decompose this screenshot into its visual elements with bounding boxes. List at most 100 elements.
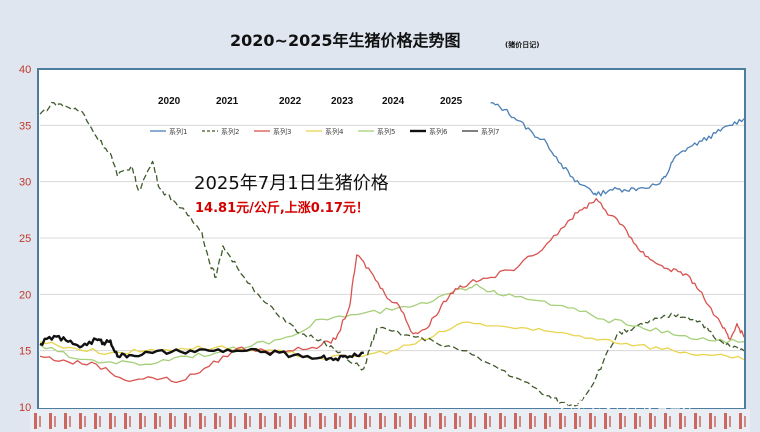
legend-label: 系列3 <box>273 127 291 136</box>
y-tick-label: 10 <box>19 402 31 414</box>
x-tick-mark <box>184 413 187 429</box>
x-tick-mark <box>589 413 592 429</box>
x-tick-mark <box>79 413 82 429</box>
x-tick-mark <box>204 416 206 427</box>
x-tick-mark <box>399 416 401 427</box>
year-label: 2021 <box>216 96 239 107</box>
x-tick-mark <box>234 416 236 427</box>
series-line-系列3 <box>39 197 745 384</box>
x-tick-mark <box>139 413 142 429</box>
x-tick-mark <box>154 413 157 429</box>
x-tick-mark <box>319 413 322 429</box>
x-tick-mark <box>564 416 566 427</box>
x-tick-mark <box>109 413 112 429</box>
x-tick-mark <box>534 416 536 427</box>
x-tick-mark <box>354 416 356 427</box>
legend: 系列1 系列2 系列3 系列4 系列5 系列6 系列7 <box>150 127 499 136</box>
x-tick-mark <box>694 413 697 429</box>
x-tick-mark <box>279 416 281 427</box>
chart-title: 2020~2025年生猪价格走势图 <box>230 31 460 50</box>
x-tick-mark <box>379 413 382 429</box>
x-tick-mark <box>499 413 502 429</box>
x-tick-mark <box>664 413 667 429</box>
x-tick-mark <box>429 416 431 427</box>
x-tick-mark <box>309 416 311 427</box>
x-tick-mark <box>459 416 461 427</box>
x-tick-mark <box>529 413 532 429</box>
x-tick-mark <box>294 416 296 427</box>
x-tick-mark <box>409 413 412 429</box>
x-tick-mark <box>249 416 251 427</box>
x-tick-mark <box>229 413 232 429</box>
year-label: 2020 <box>158 96 181 107</box>
watermark: 头条 @小风带你看世界 <box>560 396 694 412</box>
x-tick-mark <box>594 416 596 427</box>
x-tick-mark <box>744 416 746 427</box>
y-tick-label: 30 <box>19 177 31 189</box>
series-line-系列6 <box>39 334 364 362</box>
x-tick-mark <box>39 416 41 427</box>
x-tick-mark <box>264 416 266 427</box>
x-tick-mark <box>124 413 127 429</box>
x-tick-mark <box>369 416 371 427</box>
y-axis: 10 15 20 25 30 35 40 <box>19 64 31 414</box>
x-tick-mark <box>259 413 262 429</box>
annotation-date-title: 2025年7月1日生猪价格 <box>194 173 389 194</box>
x-tick-mark <box>484 413 487 429</box>
x-axis-band <box>30 409 750 432</box>
y-tick-label: 35 <box>19 120 31 132</box>
y-tick-label: 20 <box>19 289 31 301</box>
x-tick-mark <box>709 413 712 429</box>
x-tick-mark <box>289 413 292 429</box>
x-tick-mark <box>199 413 202 429</box>
year-labels: 2020 2021 2022 2023 2024 2025 <box>158 96 463 107</box>
x-tick-mark <box>544 413 547 429</box>
x-tick-mark <box>474 416 476 427</box>
x-tick-mark <box>489 416 491 427</box>
x-tick-mark <box>444 416 446 427</box>
x-tick-mark <box>339 416 341 427</box>
x-tick-mark <box>34 413 37 429</box>
x-tick-mark <box>244 413 247 429</box>
series-layer <box>39 101 745 407</box>
legend-label: 系列4 <box>325 127 344 136</box>
x-tick-mark <box>714 416 716 427</box>
y-tick-label: 40 <box>19 64 31 76</box>
x-tick-mark <box>274 413 277 429</box>
x-tick-mark <box>469 413 472 429</box>
series-line-系列5 <box>39 283 745 366</box>
x-tick-mark <box>54 416 56 427</box>
x-tick-mark <box>699 416 701 427</box>
x-tick-mark <box>669 416 671 427</box>
x-tick-mark <box>634 413 637 429</box>
x-tick-mark <box>739 413 742 429</box>
series-line-系列1 <box>490 102 745 197</box>
x-tick-mark <box>559 413 562 429</box>
x-tick-mark <box>684 416 686 427</box>
year-label: 2023 <box>331 96 354 107</box>
legend-label: 系列7 <box>481 127 499 136</box>
x-tick-mark <box>189 416 191 427</box>
series-line-系列2 <box>39 101 745 407</box>
x-tick-mark <box>679 413 682 429</box>
x-tick-mark <box>64 413 67 429</box>
x-tick-mark <box>214 413 217 429</box>
x-tick-mark <box>519 416 521 427</box>
legend-label: 系列1 <box>169 127 187 136</box>
annotation-price: 14.81元/公斤,上涨0.17元！ <box>195 200 369 216</box>
x-tick-mark <box>619 413 622 429</box>
x-tick-mark <box>174 416 176 427</box>
x-tick-mark <box>439 413 442 429</box>
x-tick-mark <box>549 416 551 427</box>
x-tick-mark <box>129 416 131 427</box>
x-tick-mark <box>384 416 386 427</box>
x-tick-mark <box>609 416 611 427</box>
legend-label: 系列2 <box>221 127 239 136</box>
x-tick-mark <box>604 413 607 429</box>
x-tick-mark <box>114 416 116 427</box>
x-tick-mark <box>334 413 337 429</box>
x-tick-mark <box>304 413 307 429</box>
x-tick-mark <box>654 416 656 427</box>
x-tick-mark <box>69 416 71 427</box>
